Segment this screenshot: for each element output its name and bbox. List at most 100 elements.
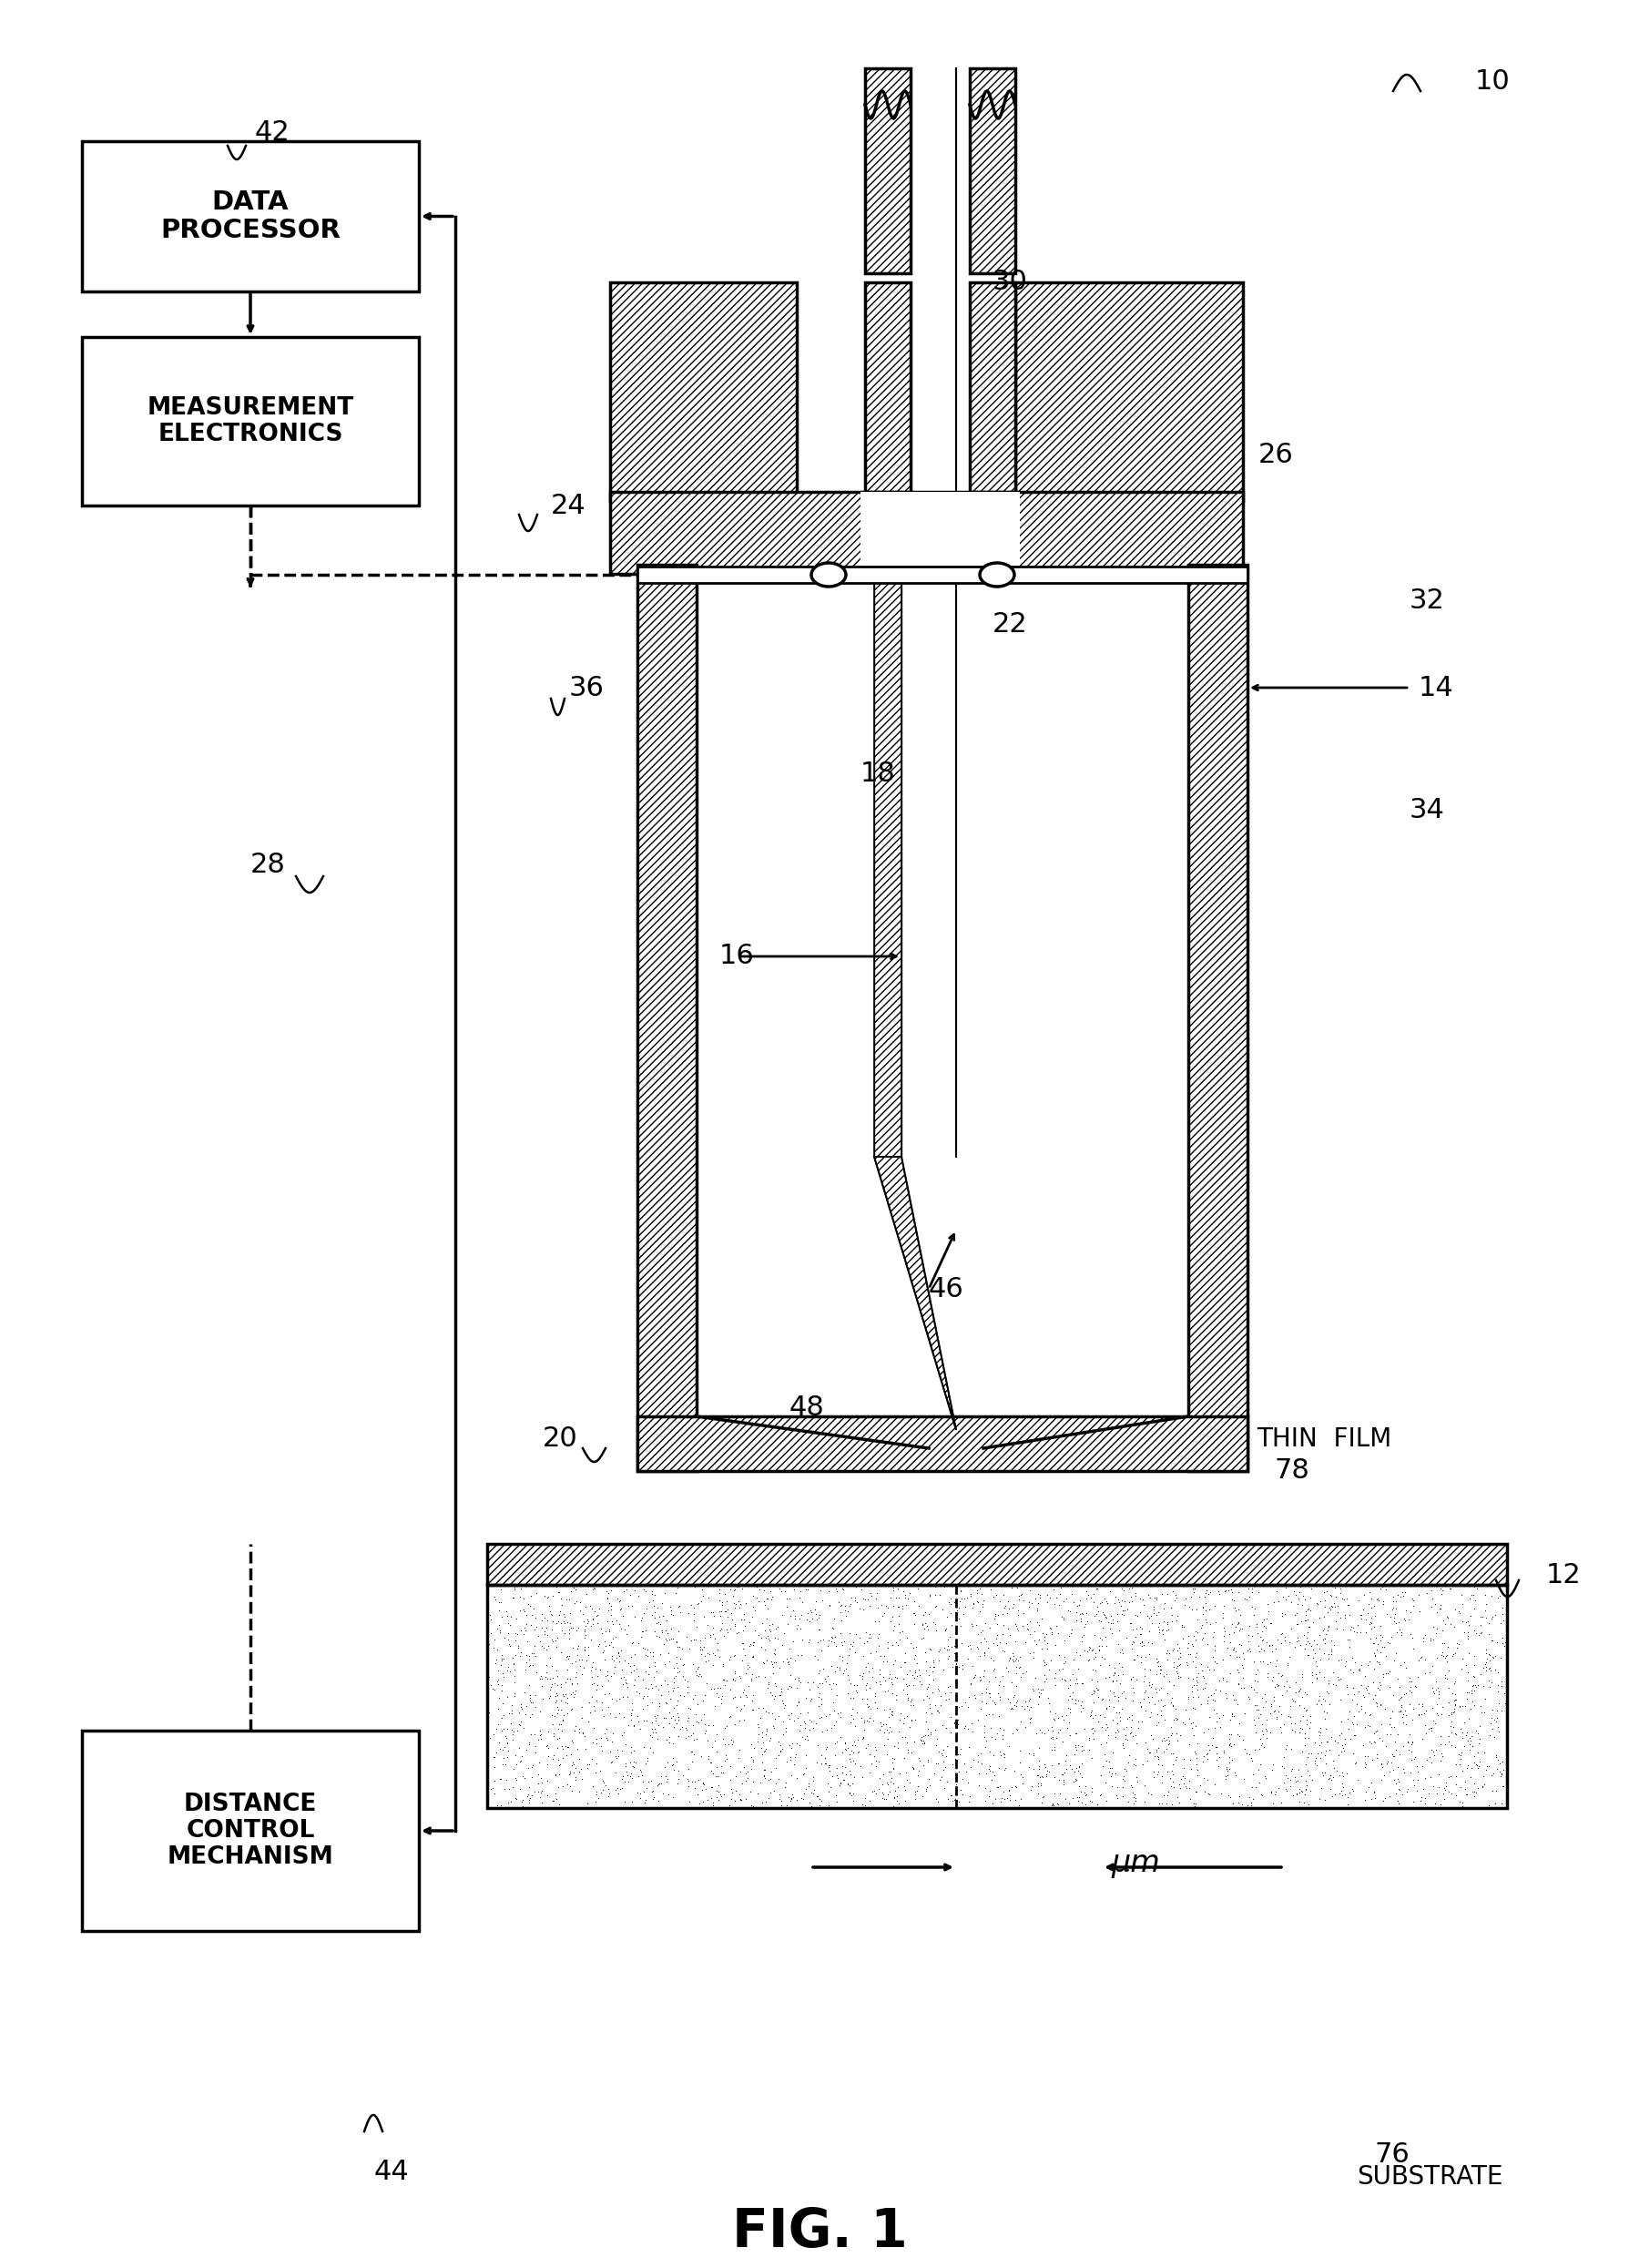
Point <box>1297 1579 1323 1615</box>
Point <box>1069 1733 1095 1769</box>
Point <box>1280 1683 1306 1719</box>
Point <box>523 1637 549 1674</box>
Point <box>1119 1610 1145 1647</box>
Point <box>630 1690 656 1726</box>
Point <box>1163 1701 1189 1737</box>
Point <box>1287 1574 1313 1610</box>
Point <box>1381 1724 1407 1760</box>
Point <box>648 1667 674 1703</box>
Point <box>1064 1749 1090 1785</box>
Point <box>730 1631 756 1667</box>
Point <box>1292 1776 1318 1812</box>
Point <box>575 1603 601 1640</box>
Point <box>1442 1662 1468 1699</box>
Point <box>1339 1640 1365 1676</box>
Point <box>917 1715 943 1751</box>
Point <box>1282 1597 1308 1633</box>
Point <box>1145 1594 1171 1631</box>
Point <box>855 1581 881 1617</box>
Point <box>896 1678 922 1715</box>
Point <box>785 1683 811 1719</box>
Point <box>1306 1740 1333 1776</box>
Point <box>1212 1613 1238 1649</box>
Point <box>849 1699 875 1735</box>
Point <box>1461 1637 1487 1674</box>
Point <box>779 1780 805 1817</box>
Point <box>841 1701 867 1737</box>
Point <box>595 1603 621 1640</box>
Point <box>929 1592 955 1628</box>
Point <box>489 1746 515 1783</box>
Point <box>1282 1712 1308 1749</box>
Point <box>570 1649 596 1685</box>
Point <box>1016 1615 1043 1651</box>
Point <box>1010 1608 1036 1644</box>
Point <box>1238 1740 1264 1776</box>
Point <box>1109 1778 1135 1814</box>
Point <box>1145 1615 1171 1651</box>
Point <box>834 1767 860 1803</box>
Point <box>1489 1692 1515 1728</box>
Point <box>1267 1715 1293 1751</box>
Point <box>1315 1608 1341 1644</box>
Point <box>1082 1721 1108 1758</box>
Point <box>622 1572 648 1608</box>
Point <box>1461 1778 1487 1814</box>
Point <box>542 1758 569 1794</box>
Point <box>785 1699 811 1735</box>
Point <box>997 1783 1023 1819</box>
Point <box>1380 1676 1406 1712</box>
Point <box>761 1631 787 1667</box>
Point <box>1030 1785 1056 1821</box>
Point <box>1227 1717 1253 1753</box>
Point <box>1148 1692 1175 1728</box>
Point <box>1207 1740 1233 1776</box>
Point <box>692 1712 718 1749</box>
Point <box>1308 1685 1334 1721</box>
Point <box>1305 1585 1331 1622</box>
Point <box>503 1615 529 1651</box>
Point <box>1319 1588 1346 1624</box>
Point <box>476 1626 502 1662</box>
Point <box>868 1588 894 1624</box>
Point <box>1236 1631 1262 1667</box>
Point <box>1279 1751 1305 1787</box>
Point <box>617 1758 643 1794</box>
Point <box>715 1726 741 1762</box>
Point <box>806 1676 832 1712</box>
Point <box>1135 1599 1161 1635</box>
Point <box>854 1730 880 1767</box>
Point <box>841 1760 867 1796</box>
Point <box>720 1637 746 1674</box>
Point <box>966 1744 992 1780</box>
Point <box>1113 1751 1139 1787</box>
Point <box>689 1701 715 1737</box>
Point <box>1269 1696 1295 1733</box>
Point <box>1145 1730 1171 1767</box>
Point <box>1342 1746 1368 1783</box>
Point <box>1137 1776 1163 1812</box>
Point <box>559 1628 585 1665</box>
Point <box>1420 1733 1447 1769</box>
Point <box>1476 1606 1502 1642</box>
Point <box>836 1615 862 1651</box>
Point <box>1311 1622 1337 1658</box>
Point <box>518 1749 544 1785</box>
Point <box>1083 1588 1109 1624</box>
Point <box>1249 1622 1276 1658</box>
Point <box>696 1740 722 1776</box>
Point <box>1093 1690 1119 1726</box>
Point <box>1450 1585 1476 1622</box>
Point <box>569 1699 595 1735</box>
Point <box>1399 1631 1425 1667</box>
Point <box>609 1717 635 1753</box>
Point <box>520 1597 546 1633</box>
Point <box>1145 1608 1171 1644</box>
Point <box>1318 1719 1344 1755</box>
Point <box>894 1730 920 1767</box>
Point <box>1194 1683 1220 1719</box>
Point <box>1057 1667 1083 1703</box>
Point <box>1075 1719 1101 1755</box>
Point <box>1051 1599 1077 1635</box>
Text: THIN  FILM: THIN FILM <box>1256 1427 1391 1452</box>
